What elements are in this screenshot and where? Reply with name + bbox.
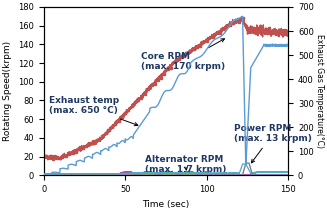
- Text: Alternator RPM
(max. 1.7 krpm): Alternator RPM (max. 1.7 krpm): [145, 155, 226, 174]
- X-axis label: Time (sec): Time (sec): [142, 199, 190, 209]
- Y-axis label: Rotating Speed(krpm): Rotating Speed(krpm): [4, 41, 12, 141]
- Text: Exhaust temp
(max. 650 °C): Exhaust temp (max. 650 °C): [48, 96, 138, 126]
- Text: Core RPM
(max. 170 krpm): Core RPM (max. 170 krpm): [142, 39, 226, 71]
- Y-axis label: Exhaust Gas Temperature(°C): Exhaust Gas Temperature(°C): [315, 34, 323, 148]
- Text: Power RPM
(max. 13 krpm): Power RPM (max. 13 krpm): [234, 124, 312, 163]
